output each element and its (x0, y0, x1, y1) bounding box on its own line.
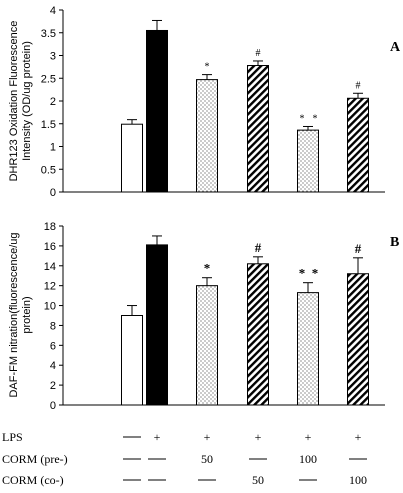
significance-marker: * (313, 113, 318, 124)
treatment-cell: — (125, 430, 139, 444)
bar (347, 97, 369, 193)
bar (196, 285, 218, 406)
y-tick-label: 4 (50, 5, 56, 17)
bar (247, 263, 269, 406)
y-axis-label-line: DAF-FM nitration(fluorescence/ug (8, 232, 20, 397)
bar (297, 292, 319, 406)
bar (121, 315, 143, 406)
significance-marker: # (355, 241, 362, 256)
treatment-cell: + (154, 430, 161, 444)
treatment-cell: — (150, 452, 164, 466)
y-tick-label: 4 (50, 360, 56, 372)
treatment-cell: + (204, 430, 211, 444)
treatment-table: LPS — + + + + + CORM (pre-) — — 50 — 100 — CORM (co-) —… (2, 430, 367, 487)
treatment-row-label: CORM (pre-) (2, 452, 68, 466)
chart-panel-b: 0 2 4 6 8 10 12 14 16 18 DAF-FM nitration(fluoresc… (8, 221, 399, 412)
bar (146, 29, 168, 193)
treatment-cell: — (150, 473, 164, 487)
significance-marker: * (300, 113, 305, 124)
y-tick-label: 8 (50, 320, 56, 332)
bar (247, 65, 269, 193)
chart-panel-a: 0 0.5 1 1.5 2 2.5 3 3.5 4 DHR123 Oxidation Fluore… (8, 5, 401, 199)
significance-marker: # (256, 48, 261, 59)
significance-marker: * (204, 261, 211, 276)
bar (347, 273, 369, 406)
treatment-cell: 100 (349, 473, 367, 487)
significance-marker: * (299, 266, 306, 281)
y-axis-label-line: Intensity (OD/ug protein) (21, 41, 33, 161)
bar (121, 123, 143, 193)
treatment-cell: 50 (201, 452, 213, 466)
y-axis-label: DHR123 Oxidation FluorescenceIntensity (… (8, 21, 33, 182)
significance-marker: # (356, 80, 361, 91)
treatment-row-label: CORM (co-) (2, 473, 64, 487)
bar (196, 79, 218, 193)
treatment-cell: — (251, 452, 265, 466)
y-axis-label-line: DHR123 Oxidation Fluorescence (8, 21, 20, 182)
treatment-cell: — (301, 473, 315, 487)
y-tick-label: 6 (50, 340, 56, 352)
y-tick-label: 10 (44, 301, 56, 313)
y-tick-label: 0.5 (41, 164, 56, 176)
bar (297, 129, 319, 193)
y-tick-label: 12 (44, 281, 56, 293)
y-tick-label: 3.5 (41, 28, 56, 40)
y-tick-label: 2 (50, 380, 56, 392)
y-tick-label: 1 (50, 142, 56, 154)
treatment-cell: — (125, 452, 139, 466)
treatment-cell: — (351, 452, 365, 466)
treatment-row-label: LPS (2, 430, 23, 444)
treatment-cell: — (125, 473, 139, 487)
panel-label: A (390, 40, 401, 55)
treatment-cell: + (255, 430, 262, 444)
y-tick-label: 3 (50, 51, 56, 63)
y-tick-label: 2 (50, 96, 56, 108)
significance-marker: # (255, 240, 262, 255)
y-axis-label-line: protein) (21, 296, 33, 333)
treatment-cell: + (305, 430, 312, 444)
y-tick-label: 2.5 (41, 73, 56, 85)
y-tick-label: 16 (44, 241, 56, 253)
treatment-cell: 50 (252, 473, 264, 487)
y-tick-label: 1.5 (41, 119, 56, 131)
bar (146, 244, 168, 406)
significance-marker: * (205, 62, 210, 73)
significance-marker: * (312, 266, 319, 281)
y-tick-label: 18 (44, 221, 56, 233)
treatment-cell: 100 (299, 452, 317, 466)
panel-label: B (390, 235, 399, 250)
y-tick-label: 0 (50, 187, 56, 199)
y-tick-label: 0 (50, 400, 56, 412)
treatment-cell: + (355, 430, 362, 444)
y-tick-label: 14 (44, 261, 56, 273)
y-axis-label: DAF-FM nitration(fluorescence/ugprotein) (8, 232, 33, 397)
treatment-cell: — (200, 473, 214, 487)
